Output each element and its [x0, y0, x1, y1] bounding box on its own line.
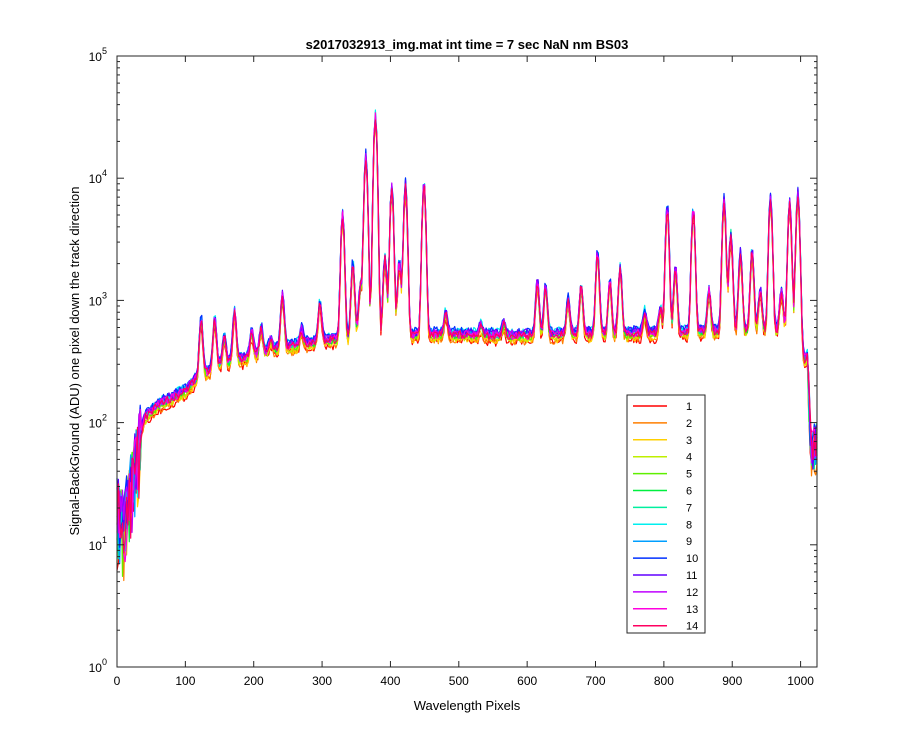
legend-label-8: 8 — [686, 519, 692, 531]
axes-box — [116, 55, 818, 668]
x-axis-label: Wavelength Pixels — [414, 698, 521, 713]
x-tick-label: 200 — [244, 674, 264, 688]
legend-label-7: 7 — [686, 502, 692, 514]
y-tick-label: 100 — [89, 657, 107, 675]
legend-label-14: 14 — [686, 621, 698, 633]
x-tick-label: 1000 — [787, 674, 814, 688]
x-tick-label: 900 — [722, 674, 742, 688]
legend-label-9: 9 — [686, 536, 692, 548]
series-layer — [116, 109, 818, 582]
x-tick-label: 600 — [517, 674, 537, 688]
y-tick-label: 104 — [89, 168, 107, 186]
y-axis-label: Signal-BackGround (ADU) one pixel down t… — [67, 186, 82, 535]
legend-label-2: 2 — [686, 418, 692, 430]
y-tick-label: 105 — [89, 46, 107, 64]
legend-label-1: 1 — [686, 401, 692, 413]
x-tick-label: 800 — [654, 674, 674, 688]
x-tick-label: 100 — [175, 674, 195, 688]
legend-label-3: 3 — [686, 435, 692, 447]
x-tick-label: 500 — [449, 674, 469, 688]
legend-label-5: 5 — [686, 469, 692, 481]
legend-label-12: 12 — [686, 587, 698, 599]
legend-box — [626, 394, 706, 634]
x-tick-label: 300 — [312, 674, 332, 688]
legend-label-11: 11 — [686, 570, 697, 582]
legend-label-4: 4 — [686, 452, 692, 464]
chart-title: s2017032913_img.mat int time = 7 sec NaN… — [306, 37, 629, 52]
series-line-14 — [116, 119, 818, 554]
y-tick-label: 103 — [89, 290, 107, 308]
x-tick-label: 0 — [114, 674, 121, 688]
y-tick-label: 101 — [89, 535, 107, 553]
legend-label-13: 13 — [686, 604, 698, 616]
legend-label-10: 10 — [686, 553, 698, 565]
x-tick-label: 400 — [380, 674, 400, 688]
y-tick-label: 102 — [89, 413, 107, 431]
legend-label-6: 6 — [686, 486, 692, 498]
x-ticks: 0 100 200 300 400 500 600 700 800 900 1000 — [114, 56, 814, 688]
x-tick-label: 700 — [586, 674, 606, 688]
